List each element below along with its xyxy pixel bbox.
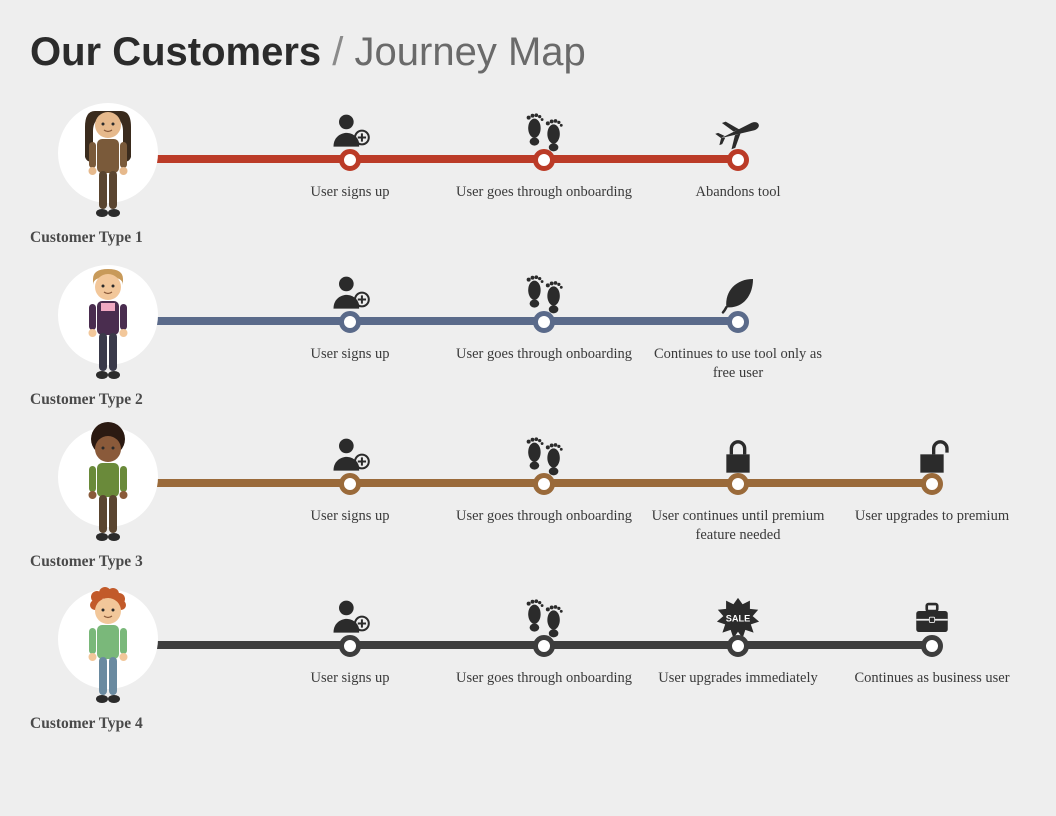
step-label: User goes through onboarding [454, 345, 634, 364]
step-label: User upgrades immediately [648, 669, 828, 688]
step-label: User goes through onboarding [454, 669, 634, 688]
page-title: Our Customers / Journey Map [30, 30, 1026, 75]
step-label: User signs up [260, 183, 440, 202]
timeline [135, 155, 738, 163]
avatar-icon [75, 97, 141, 225]
step-node [339, 635, 361, 657]
step-node [533, 635, 555, 657]
journey-row: Customer Type 2 User signs up U [30, 255, 1026, 417]
step-label: Abandons tool [648, 183, 828, 202]
step-node [727, 473, 749, 495]
step-label: User signs up [260, 669, 440, 688]
journey-row: Customer Type 3 User signs up U [30, 417, 1026, 579]
customer-label: Customer Type 1 [30, 229, 190, 247]
timeline [135, 317, 738, 325]
avatar [58, 265, 158, 365]
customer-label: Customer Type 2 [30, 391, 190, 409]
step-label: Continues as business user [842, 669, 1022, 688]
avatar-icon [75, 421, 141, 549]
customer-label: Customer Type 3 [30, 553, 190, 571]
step-node [533, 149, 555, 171]
journey-rows: Customer Type 1 User signs up U [30, 93, 1026, 741]
step-node [921, 473, 943, 495]
step-node [727, 635, 749, 657]
step-node [339, 149, 361, 171]
step-label: User goes through onboarding [454, 183, 634, 202]
step-node [921, 635, 943, 657]
avatar [58, 103, 158, 203]
step-node [533, 311, 555, 333]
step-node [727, 149, 749, 171]
step-node [533, 473, 555, 495]
avatar-icon [75, 583, 141, 711]
svg-text:SALE: SALE [726, 614, 750, 624]
title-bold: Our Customers [30, 30, 321, 74]
avatar-icon [75, 259, 141, 387]
avatar [58, 427, 158, 527]
step-label: User goes through onboarding [454, 507, 634, 526]
step-label: User signs up [260, 345, 440, 364]
step-label: User signs up [260, 507, 440, 526]
avatar [58, 589, 158, 689]
title-light: Journey Map [355, 30, 586, 74]
journey-row: Customer Type 1 User signs up U [30, 93, 1026, 255]
avatar-block: Customer Type 4 [30, 579, 190, 733]
title-slash: / [332, 30, 354, 74]
avatar-block: Customer Type 2 [30, 255, 190, 409]
step-label: User upgrades to premium [842, 507, 1022, 526]
customer-label: Customer Type 4 [30, 715, 190, 733]
step-label: Continues to use tool only as free user [648, 345, 828, 383]
step-label: User continues until premium feature nee… [648, 507, 828, 545]
avatar-block: Customer Type 3 [30, 417, 190, 571]
step-node [727, 311, 749, 333]
step-node [339, 473, 361, 495]
journey-row: Customer Type 4 User signs up U [30, 579, 1026, 741]
step-node [339, 311, 361, 333]
avatar-block: Customer Type 1 [30, 93, 190, 247]
